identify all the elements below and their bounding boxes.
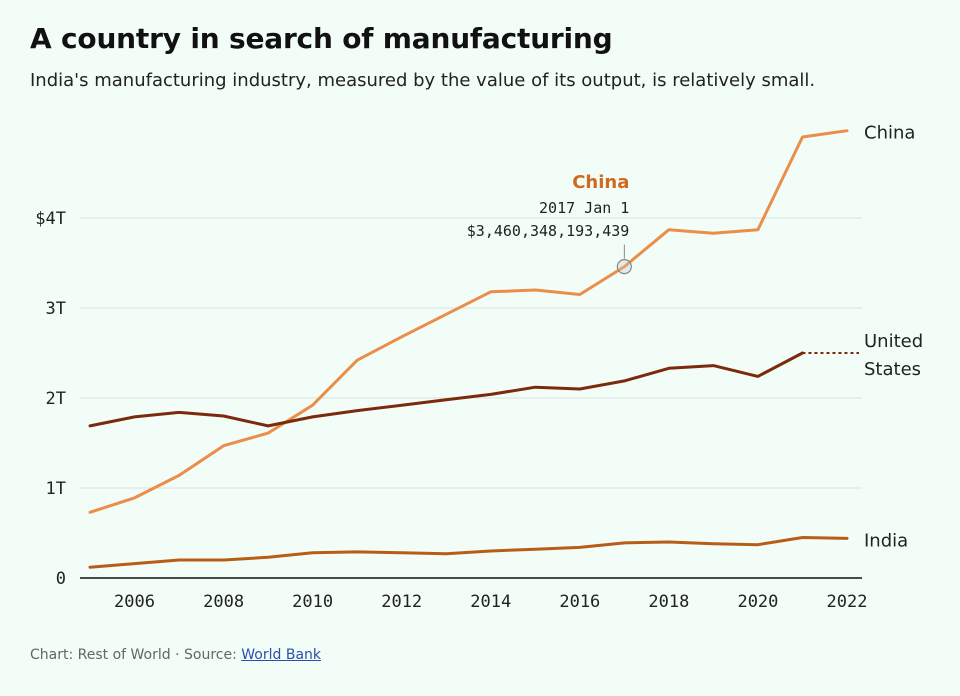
series-label: China (864, 123, 915, 144)
x-tick-label: 2010 (292, 592, 333, 612)
x-tick-label: 2006 (114, 592, 155, 612)
chart-footer: Chart: Rest of World · Source: World Ban… (30, 647, 321, 663)
highlight-point[interactable] (616, 259, 632, 275)
y-tick-label: 3T (46, 299, 66, 319)
x-tick-label: 2020 (737, 592, 778, 612)
series-label: India (864, 530, 908, 551)
x-tick-label: 2018 (648, 592, 689, 612)
x-tick-label: 2014 (470, 592, 511, 612)
x-tick-label: 2012 (381, 592, 422, 612)
source-link[interactable]: World Bank (241, 647, 321, 663)
chart-subtitle: India's manufacturing industry, measured… (30, 70, 816, 91)
series-line-united-states[interactable] (88, 351, 804, 428)
series-label: United (864, 331, 923, 352)
chart-title: A country in search of manufacturing (30, 22, 613, 55)
tooltip-value: $3,460,348,193,439 (467, 222, 630, 240)
x-tick-label: 2022 (827, 592, 868, 612)
tooltip-series: China (572, 172, 629, 193)
series-line-india[interactable] (88, 536, 849, 569)
series-line-china[interactable] (88, 129, 849, 514)
y-tick-label: 0 (56, 569, 66, 589)
tooltip-date: 2017 Jan 1 (539, 199, 629, 217)
line-chart[interactable]: 0 1T 2T 3T $4T 2006 2008 2010 2012 2014 2016 2018 20… (0, 0, 960, 640)
x-tick-label: 2008 (203, 592, 244, 612)
y-tick-label: 2T (46, 389, 66, 409)
y-tick-label: 1T (46, 479, 66, 499)
series-label: States (864, 359, 921, 380)
x-tick-label: 2016 (559, 592, 600, 612)
footer-credit: Chart: Rest of World · Source: (30, 647, 242, 663)
y-tick-label: $4T (35, 209, 66, 229)
